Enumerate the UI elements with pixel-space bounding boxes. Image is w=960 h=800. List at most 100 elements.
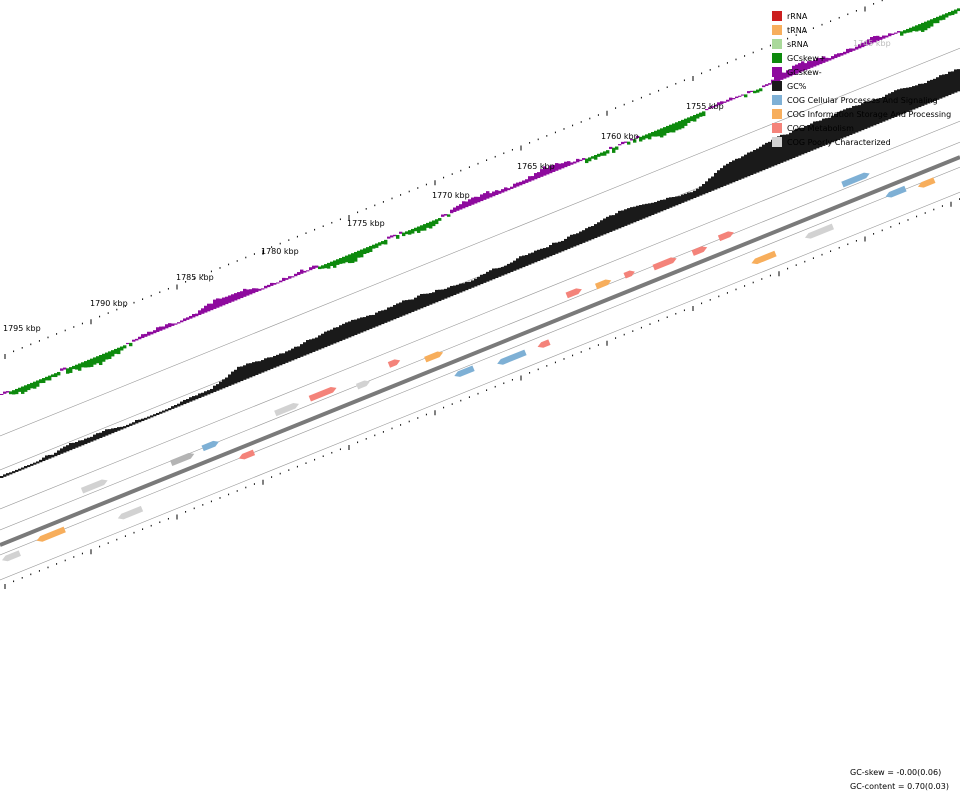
gc-content-bar [153, 414, 157, 417]
gc-skew-neg-bar [549, 165, 553, 174]
gc-content-bar [747, 152, 751, 177]
gc-skew-neg-bar [282, 277, 286, 282]
gc-content-bar [759, 146, 763, 172]
gene-feature [841, 172, 870, 188]
gc-skew-pos-bar [906, 28, 910, 33]
gc-skew-pos-bar [69, 367, 73, 373]
gc-content-bar [630, 207, 634, 224]
gene-arrow [594, 279, 612, 290]
gc-skew-neg-bar [168, 323, 172, 328]
gc-skew-neg-bar [762, 85, 766, 88]
gc-content-bar [834, 113, 838, 142]
gc-skew-pos-bar [903, 30, 907, 34]
gc-skew-pos-bar [951, 10, 955, 16]
gc-content-bar [24, 465, 28, 469]
gc-content-bar [696, 188, 700, 197]
gc-content-bar [405, 300, 409, 315]
gc-skew-neg-bar [501, 189, 505, 193]
gc-skew-neg-bar [882, 35, 886, 39]
gc-content-bar [420, 293, 424, 309]
gc-skew-pos-bar [57, 371, 61, 376]
gc-skew-pos-bar [375, 243, 379, 248]
gc-skew-neg-bar [717, 102, 721, 106]
gc-content-bar [849, 107, 853, 135]
gc-content-bar [489, 270, 493, 281]
gc-skew-pos-bar [396, 235, 400, 239]
gc-content-bar [96, 433, 100, 440]
gc-content-bar [885, 94, 889, 121]
gc-content-bar [654, 202, 658, 214]
gc-skew-pos-bar [9, 391, 13, 395]
gc-skew-pos-bar [342, 256, 346, 264]
gc-content-bar [354, 319, 358, 335]
gc-content-bar [645, 203, 649, 218]
gc-content-bar [321, 333, 325, 349]
gc-skew-neg-bar [894, 32, 898, 34]
gc-content-bar [831, 115, 835, 143]
gc-skew-neg-bar [873, 36, 877, 43]
gc-skew-pos-bar [318, 266, 322, 270]
legend-item-cog-info: COG Information Storage And Processing [772, 107, 951, 121]
gc-skew-neg-bar [885, 35, 889, 38]
gc-skew-pos-bar [651, 131, 655, 137]
gc-content-bar [771, 139, 775, 167]
gc-content-bar [819, 120, 823, 148]
gc-content-bar [912, 86, 916, 110]
gc-skew-pos-bar [660, 128, 664, 138]
gc-content-bar [21, 467, 25, 470]
legend-swatch [772, 137, 782, 147]
gc-skew-neg-bar [288, 276, 292, 279]
gc-content-bar [201, 392, 205, 397]
gc-content-bar [837, 111, 841, 140]
gene-arrow [454, 365, 475, 377]
gc-skew-neg-bar [837, 53, 841, 57]
gc-skew-pos-bar [327, 262, 331, 269]
gc-content-bar [198, 393, 202, 399]
gc-content-bar [114, 428, 118, 432]
gc-content-bar [411, 299, 415, 312]
gc-skew-pos-bar [690, 116, 694, 122]
gc-content-bar [753, 150, 757, 174]
gc-content-bar [174, 405, 178, 408]
gene-feature [201, 440, 219, 452]
gc-skew-neg-bar [783, 72, 787, 79]
gc-content-bar [720, 168, 724, 188]
gc-content-bar [309, 339, 313, 354]
kbp-label: 1775 kbp [347, 219, 385, 228]
gc-content-bar [870, 100, 874, 127]
legend-item-gcskew-pos: GCskew+ [772, 51, 951, 65]
gc-skew-neg-bar [456, 205, 460, 211]
gc-skew-pos-bar [363, 248, 367, 255]
gc-content-bar [546, 247, 550, 258]
gene-feature [691, 246, 708, 256]
gc-content-bar [600, 220, 604, 236]
gc-skew-neg-bar [156, 327, 160, 332]
gc-content-bar [465, 282, 469, 291]
gc-content-bar [417, 295, 421, 310]
gc-skew-neg-bar [531, 176, 535, 181]
gc-skew-neg-bar [453, 207, 457, 212]
gc-content-bar [399, 302, 403, 317]
gc-content-bar [627, 208, 631, 225]
gc-skew-pos-bar [594, 155, 598, 160]
gene-arrow [308, 386, 337, 402]
gc-content-bar [543, 248, 547, 259]
gc-content-bar [513, 260, 517, 271]
gc-skew-pos-bar [339, 258, 343, 264]
gc-content-bar [750, 151, 754, 175]
gc-skew-pos-bar [426, 222, 430, 228]
gc-content-bar [387, 307, 391, 322]
gc-content-bar [828, 117, 832, 144]
gc-content-bar [597, 222, 601, 237]
gc-skew-neg-bar [582, 158, 586, 160]
gc-content-bar [258, 361, 262, 374]
gc-skew-pos-bar [687, 117, 691, 123]
gene-features [2, 172, 936, 562]
gc-content-bar [642, 204, 646, 219]
gc-skew-neg-bar [792, 65, 796, 76]
gc-content-bar [189, 397, 193, 402]
gc-skew-pos-bar [699, 112, 703, 117]
gc-content-track [0, 69, 960, 478]
legend-swatch [772, 11, 782, 21]
gc-skew-neg-bar [540, 169, 544, 177]
